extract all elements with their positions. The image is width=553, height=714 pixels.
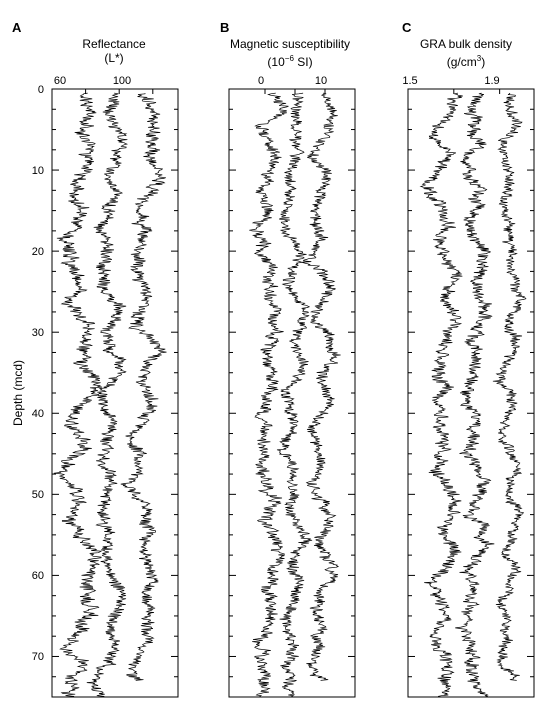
panel-b-frame: [228, 88, 356, 698]
panel-c-unit-exp: 3: [477, 54, 482, 63]
panel-c-trace-2: [455, 92, 495, 697]
panel-c-title: GRA bulk density: [420, 37, 512, 51]
panel-b-xtick-0: 0: [258, 75, 264, 87]
panel-a-trace-2: [86, 92, 129, 697]
y-axis-title: Depth (mcd): [11, 360, 25, 426]
panel-b-unit-tail: SI): [294, 55, 313, 69]
panel-c-xtick-1-9: 1.9: [484, 75, 499, 87]
panel-b-trace-1: [249, 92, 289, 697]
panel-b-xtick-10: 10: [315, 75, 327, 87]
panel-c-trace-3: [492, 92, 527, 681]
y-tick-label-60: 60: [32, 570, 44, 582]
panel-c-unit: (g/cm3): [447, 54, 485, 69]
y-tick-label-40: 40: [32, 408, 44, 420]
panel-letter-c: C: [402, 20, 412, 35]
panel-b-title: Magnetic susceptibility: [230, 37, 350, 51]
panel-a-trace-3: [120, 93, 167, 681]
panel-b-trace-2: [276, 92, 313, 697]
panel-c-unit-tail: ): [481, 55, 485, 69]
panel-b-unit: (10−6 SI): [267, 54, 312, 69]
y-tick-label-0: 0: [38, 84, 44, 96]
panel-c-unit-base: (g/cm: [447, 55, 477, 69]
panel-b-unit-exp: −6: [285, 54, 295, 63]
panel-c-xtick-1-5: 1.5: [402, 75, 417, 87]
panel-c-trace-1: [419, 92, 463, 697]
panel-a-xtick-60: 60: [54, 75, 66, 87]
panel-a-trace-1: [53, 92, 103, 697]
traces-layer: [53, 92, 527, 697]
y-tick-label-20: 20: [32, 246, 44, 258]
panel-a-unit: (L*): [104, 51, 123, 65]
panel-b: B Magnetic susceptibility (10−6 SI) 0 10: [220, 20, 356, 698]
panel-letter-b: B: [220, 20, 229, 35]
panel-a-frame: [51, 88, 179, 698]
y-tick-label-30: 30: [32, 327, 44, 339]
panel-letter-a: A: [12, 20, 22, 35]
panel-a-xtick-100: 100: [113, 75, 131, 87]
y-tick-label-70: 70: [32, 651, 44, 663]
panel-b-trace-3: [301, 92, 341, 681]
ticks-layer: [51, 88, 534, 698]
panel-b-unit-base: (10: [267, 55, 285, 69]
panel-a: A Reflectance (L*) 60 100 0 10 20 30 40 …: [11, 20, 179, 698]
y-tick-label-10: 10: [32, 165, 44, 177]
y-tick-label-50: 50: [32, 489, 44, 501]
panel-a-title: Reflectance: [82, 37, 146, 51]
